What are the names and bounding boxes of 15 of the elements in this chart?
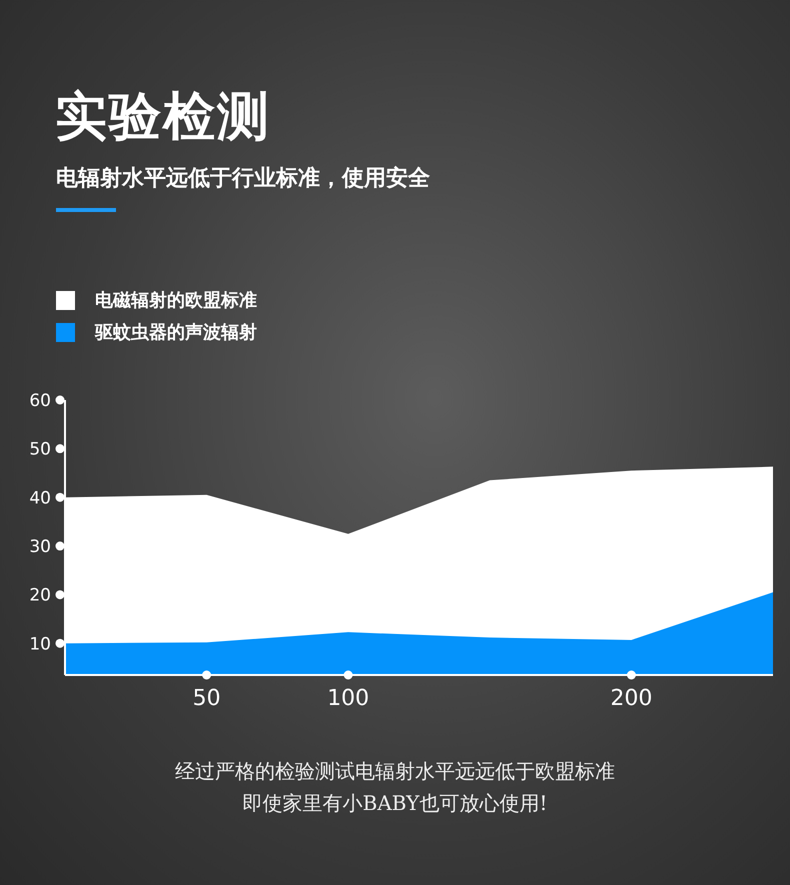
x-tick-label: 100 xyxy=(327,686,370,711)
y-tick-label: 20 xyxy=(29,586,51,606)
chart-subtitle: 电辐射水平远低于行业标准，使用安全 xyxy=(56,164,430,193)
legend-label: 电磁辐射的欧盟标准 xyxy=(94,289,257,313)
y-tick-label: 30 xyxy=(29,537,51,558)
y-tick-label: 60 xyxy=(29,391,51,411)
text: 即使家里有小BABY也可放心使用! xyxy=(242,790,548,817)
text: 经过严格的检验测试电辐射水平远远低于欧盟标准 xyxy=(174,758,616,785)
legend-label: 驱蚊虫器的声波辐射 xyxy=(94,321,257,345)
x-tick-label: 200 xyxy=(610,686,652,711)
y-tick-label: 50 xyxy=(29,440,51,460)
x-tick-label: 50 xyxy=(192,686,221,711)
chart-title: 实验检测 xyxy=(55,86,271,149)
y-tick-label: 40 xyxy=(29,488,51,508)
y-tick-label: 10 xyxy=(29,634,51,654)
